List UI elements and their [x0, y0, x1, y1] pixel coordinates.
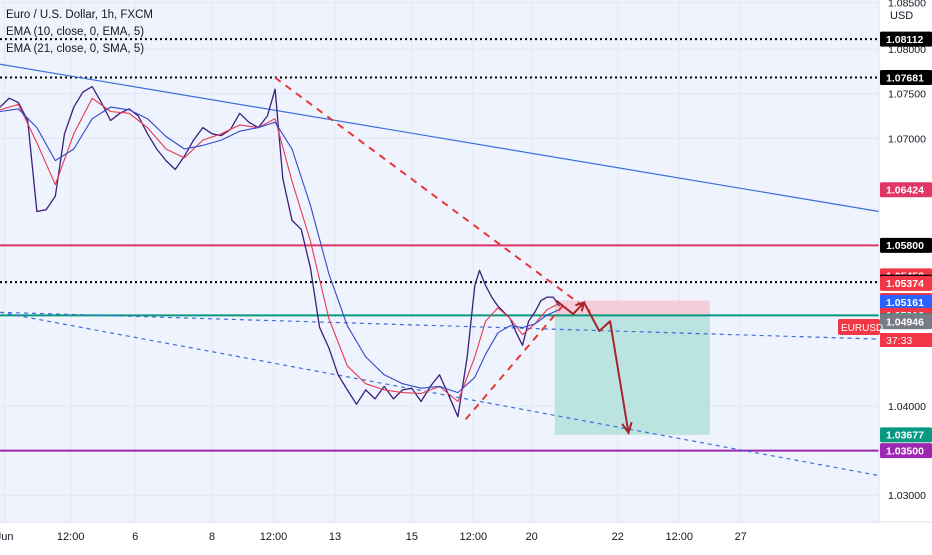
ema21-line[interactable]: [0, 106, 560, 394]
time-axis-tick-label: 13: [329, 531, 341, 543]
projection-path: [555, 299, 633, 436]
trendline[interactable]: [0, 63, 880, 213]
price-tag-label: 1.08112: [886, 34, 924, 46]
price-series-line[interactable]: [0, 85, 560, 418]
time-axis-tick-label: 20: [526, 531, 538, 543]
time-axis-tick-label: 12:00: [665, 531, 693, 543]
price-tag-box: [880, 182, 932, 198]
price-axis-tick-label: 1.03000: [888, 490, 926, 502]
chart-title[interactable]: Euro / U.S. Dollar, 1h, FXCM: [6, 9, 153, 21]
trendlines: [0, 63, 880, 477]
symbol-tag-box[interactable]: [838, 319, 880, 335]
price-axis-labels: 1.08500 1.08000 1.07500 1.07000 1.04000 1.030…: [888, 0, 926, 502]
price-tag-box: [880, 314, 932, 330]
price-axis-tick-label: 1.08500: [888, 0, 926, 10]
price-axis-tick-label: 1.07500: [888, 89, 926, 101]
arrowhead: [621, 421, 633, 436]
price-axis-tick-label: 1.04000: [888, 401, 926, 413]
price-tag-label: 1.05374: [886, 278, 924, 290]
currency-label: USD: [890, 10, 913, 22]
price-tag-label: 1.03500: [886, 445, 924, 457]
indicator-ema21[interactable]: EMA (21, close, 0, SMA, 5): [6, 43, 145, 55]
horizontal-levels: [0, 38, 879, 452]
time-axis-tick-label: 27: [735, 531, 747, 543]
countdown-timer: 37:33: [886, 335, 912, 347]
symbol-tag: EURUSD: [841, 323, 883, 334]
time-axis-background[interactable]: [0, 522, 879, 550]
time-axis-tick-label: 12:00: [460, 531, 488, 543]
countdown-box: [880, 333, 932, 347]
pattern-lines: [274, 76, 591, 421]
trendline[interactable]: [0, 311, 880, 477]
trendline[interactable]: [0, 311, 880, 340]
time-axis-labels: Jun 12:00 6 8 12:00 13 15 12:00 20 22 12:00 27: [0, 531, 747, 543]
price-tag-label: 1.03677: [886, 430, 924, 442]
price-tag-box: [880, 31, 932, 47]
price-series: [0, 85, 560, 418]
arrowhead: [575, 300, 586, 312]
price-tag-box: [880, 70, 932, 86]
time-axis-tick-label: 12:00: [57, 531, 85, 543]
price-tag-box: [880, 275, 932, 291]
pattern-line[interactable]: [464, 300, 568, 421]
price-tag-box: [880, 427, 932, 443]
price-tag-label: 1.06424: [886, 185, 924, 197]
ema10-line[interactable]: [0, 97, 560, 403]
chart-legend: Euro / U.S. Dollar, 1h, FXCM EMA (10, cl…: [6, 7, 153, 58]
time-axis-tick-label: Jun: [0, 531, 13, 543]
position-zones: [554, 300, 710, 435]
price-tag-box: [880, 294, 932, 310]
price-axis-tick-label: 1.07000: [888, 133, 926, 145]
stop-loss-zone[interactable]: [554, 300, 710, 316]
time-axis-tick-label: 12:00: [260, 531, 288, 543]
time-axis-tick-label: 6: [132, 531, 138, 543]
price-tag-label: 1.07681: [886, 72, 924, 84]
time-axis-tick-label: 15: [406, 531, 418, 543]
projection-arrow-path[interactable]: [555, 299, 630, 433]
price-tag-label: 1.05161: [886, 297, 924, 309]
price-tag-box: [880, 443, 932, 459]
plot-background[interactable]: [0, 0, 879, 522]
time-axis-tick-label: 22: [612, 531, 624, 543]
take-profit-zone[interactable]: [554, 315, 710, 435]
time-axis-tick-label: 8: [209, 531, 215, 543]
price-tag-label: 1.04946: [886, 316, 924, 328]
price-tag-box: [880, 237, 932, 253]
pattern-line[interactable]: [274, 76, 591, 313]
price-tag-label: 1.05800: [886, 240, 924, 252]
indicator-ema10[interactable]: EMA (10, close, 0, EMA, 5): [6, 26, 145, 38]
price-axis-tick-label: 1.08000: [888, 44, 926, 56]
price-tags: 1.081121.076811.064241.058001.054581.053…: [880, 31, 932, 459]
